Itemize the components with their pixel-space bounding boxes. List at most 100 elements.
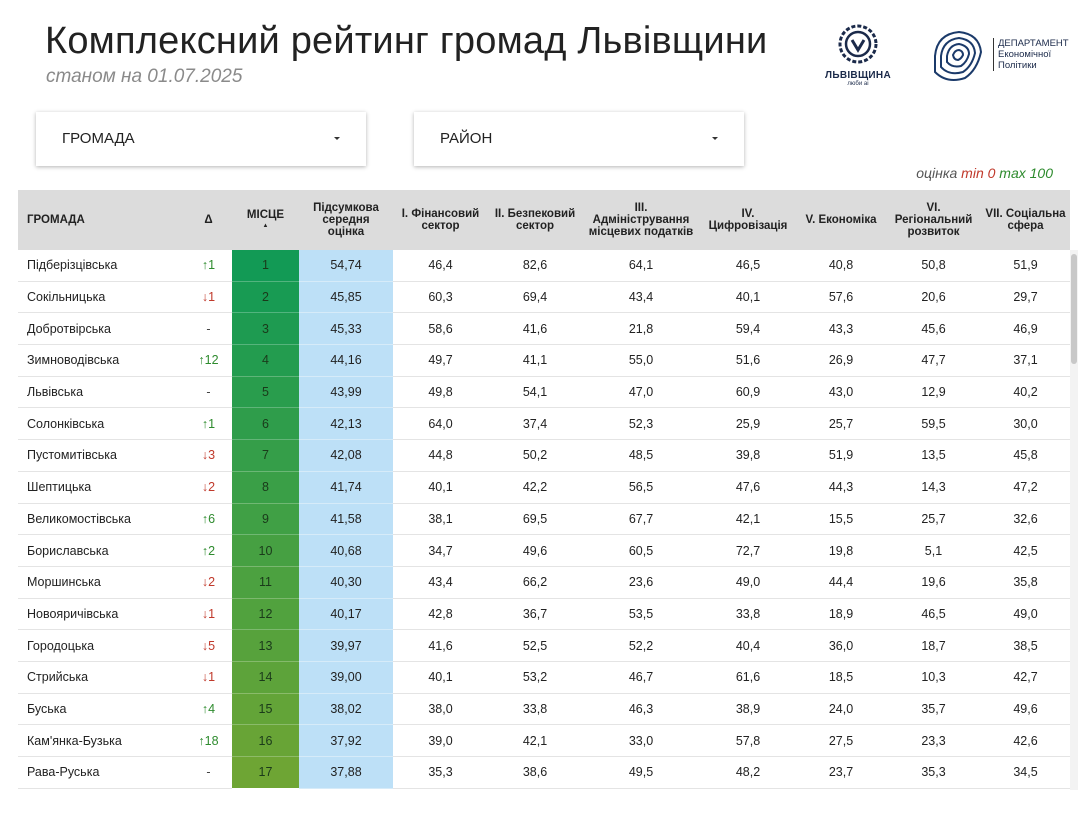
section-score: 40,1 bbox=[393, 661, 488, 694]
place: 9 bbox=[232, 503, 299, 536]
section-score: 29,7 bbox=[981, 281, 1070, 314]
logo-emblem bbox=[838, 24, 878, 64]
section-score: 5,1 bbox=[886, 534, 981, 567]
section-score: 40,1 bbox=[393, 471, 488, 504]
column-header[interactable]: IV. Цифровізація bbox=[700, 190, 796, 250]
place: 2 bbox=[232, 281, 299, 314]
section-score: 42,6 bbox=[981, 724, 1070, 757]
community-name: Рава-Руська bbox=[18, 756, 185, 789]
column-header[interactable]: VI. Регіональний розвиток bbox=[886, 190, 981, 250]
filter-dropdown[interactable]: ГРОМАДА bbox=[36, 112, 366, 166]
table-row[interactable]: Стрийська ↓1 14 39,00 40,1 53,2 46,7 61,6 18,5 10… bbox=[18, 661, 1070, 694]
table-row[interactable]: Шептицька ↓2 8 41,74 40,1 42,2 56,5 47,6 44,3 14,… bbox=[18, 471, 1070, 504]
table-row[interactable]: Рава-Руська -17 37,88 35,3 38,6 49,5 48,2 23,7 3… bbox=[18, 756, 1070, 789]
filter-dropdown[interactable]: РАЙОН bbox=[414, 112, 744, 166]
rank-change: ↑2 bbox=[185, 534, 232, 567]
rank-change: - bbox=[185, 756, 232, 789]
section-score: 47,6 bbox=[700, 471, 796, 504]
department-text: ДЕПАРТАМЕНТ Економічної Політики bbox=[993, 38, 1069, 71]
section-score: 42,7 bbox=[981, 661, 1070, 694]
table-row[interactable]: Городоцька ↓5 13 39,97 41,6 52,5 52,2 40,4 36,0 1… bbox=[18, 629, 1070, 662]
table-row[interactable]: Великомостівська ↑6 9 41,58 38,1 69,5 67,7 42,1… bbox=[18, 503, 1070, 536]
page-title: Комплексний рейтинг громад Львівщини bbox=[45, 20, 768, 62]
community-name: Львівська bbox=[18, 376, 185, 409]
place: 5 bbox=[232, 376, 299, 409]
section-score: 25,9 bbox=[700, 407, 796, 441]
column-header[interactable]: VII. Соціальна сфера bbox=[981, 190, 1070, 250]
table-row[interactable]: Пустомитівська ↓3 7 42,08 44,8 50,2 48,5 39,8 51… bbox=[18, 439, 1070, 472]
section-score: 61,6 bbox=[700, 661, 796, 694]
section-score: 60,3 bbox=[393, 281, 488, 314]
rating-table: ГРОМАДА Δ МІСЦЕ Підсумкова середня оцінка I.… bbox=[18, 190, 1070, 789]
section-score: 59,5 bbox=[886, 407, 981, 441]
section-score: 47,7 bbox=[886, 344, 981, 377]
place: 15 bbox=[232, 693, 299, 726]
rank-change: ↓1 bbox=[185, 661, 232, 694]
column-header-text: Підсумкова середня оцінка bbox=[313, 202, 379, 238]
table-row[interactable]: Бориславська ↑2 10 40,68 34,7 49,6 60,5 72,7 19,… bbox=[18, 534, 1070, 567]
column-header[interactable]: МІСЦЕ bbox=[232, 190, 299, 250]
table-row[interactable]: Моршинська ↓2 11 40,30 43,4 66,2 23,6 49,0 44,4 1… bbox=[18, 566, 1070, 599]
column-header[interactable]: Підсумкова середня оцінка bbox=[299, 190, 393, 250]
section-score: 47,0 bbox=[582, 376, 700, 409]
section-score: 66,2 bbox=[488, 566, 582, 599]
column-header[interactable]: V. Економіка bbox=[796, 190, 886, 250]
section-score: 53,5 bbox=[582, 598, 700, 631]
column-header-text: III. Адміністрування місцевих податків bbox=[588, 202, 694, 238]
community-name: Буська bbox=[18, 693, 185, 726]
community-name: Підберізцівська bbox=[18, 250, 185, 282]
table-row[interactable]: Підберізцівська ↑1 1 54,74 46,4 82,6 64,1 46,5 4… bbox=[18, 250, 1070, 282]
table-row[interactable]: Сокільницька ↓1 2 45,85 60,3 69,4 43,4 40,1 57,6… bbox=[18, 281, 1070, 314]
section-score: 32,6 bbox=[981, 503, 1070, 536]
section-score: 51,9 bbox=[981, 250, 1070, 282]
place: 17 bbox=[232, 756, 299, 789]
column-header[interactable]: Δ bbox=[185, 190, 232, 250]
section-score: 37,4 bbox=[488, 407, 582, 441]
table-row[interactable]: Новояричівська ↓1 12 40,17 42,8 36,7 53,5 33,8 1… bbox=[18, 598, 1070, 631]
section-score: 18,5 bbox=[796, 661, 886, 694]
section-score: 69,4 bbox=[488, 281, 582, 314]
table-row[interactable]: Кам'янка-Бузька ↑18 16 37,92 39,0 42,1 33,0 57,… bbox=[18, 724, 1070, 757]
column-header[interactable]: II. Безпековий сектор bbox=[488, 190, 582, 250]
department-line: Економічної bbox=[998, 49, 1052, 60]
logo-map bbox=[934, 30, 983, 81]
table-row[interactable]: Львівська -5 43,99 49,8 54,1 47,0 60,9 43,0 12,9… bbox=[18, 376, 1070, 409]
rank-change: ↑6 bbox=[185, 503, 232, 536]
scrollbar[interactable] bbox=[1070, 250, 1078, 790]
section-score: 49,8 bbox=[393, 376, 488, 409]
section-score: 36,0 bbox=[796, 629, 886, 662]
section-score: 54,1 bbox=[488, 376, 582, 409]
rank-change: ↑12 bbox=[185, 344, 232, 377]
logo-lvivshchyna: ЛЬВІВЩИНА люби ai bbox=[822, 24, 894, 87]
scroll-thumb[interactable] bbox=[1071, 254, 1077, 364]
section-score: 33,8 bbox=[700, 598, 796, 631]
table-row[interactable]: Буська ↑4 15 38,02 38,0 33,8 46,3 38,9 24,0 35,7 4… bbox=[18, 693, 1070, 726]
column-header[interactable]: III. Адміністрування місцевих податків bbox=[582, 190, 700, 250]
section-score: 18,9 bbox=[796, 598, 886, 631]
table-row[interactable]: Солонківська ↑1 6 42,13 64,0 37,4 52,3 25,9 25,7… bbox=[18, 407, 1070, 441]
column-header[interactable]: ГРОМАДА bbox=[18, 190, 185, 250]
header-row: ГРОМАДА Δ МІСЦЕ Підсумкова середня оцінка I.… bbox=[18, 190, 1070, 250]
total-score: 37,92 bbox=[299, 724, 393, 757]
section-score: 82,6 bbox=[488, 250, 582, 282]
legend-label: оцінка bbox=[916, 165, 958, 181]
section-score: 52,2 bbox=[582, 629, 700, 662]
community-name: Великомостівська bbox=[18, 503, 185, 536]
section-score: 56,5 bbox=[582, 471, 700, 504]
community-name: Шептицька bbox=[18, 471, 185, 504]
section-score: 57,6 bbox=[796, 281, 886, 314]
section-score: 47,2 bbox=[981, 471, 1070, 504]
section-score: 69,5 bbox=[488, 503, 582, 536]
community-name: Пустомитівська bbox=[18, 439, 185, 472]
community-name: Сокільницька bbox=[18, 281, 185, 314]
section-score: 59,4 bbox=[700, 312, 796, 346]
section-score: 72,7 bbox=[700, 534, 796, 567]
section-score: 46,7 bbox=[582, 661, 700, 694]
section-score: 19,6 bbox=[886, 566, 981, 599]
section-score: 48,5 bbox=[582, 439, 700, 472]
section-score: 38,6 bbox=[488, 756, 582, 789]
table-row[interactable]: Добротвірська -3 45,33 58,6 41,6 21,8 59,4 43,3… bbox=[18, 312, 1070, 346]
table-row[interactable]: Зимноводівська ↑12 4 44,16 49,7 41,1 55,0 51,6 2… bbox=[18, 344, 1070, 377]
column-header[interactable]: I. Фінансовий сектор bbox=[393, 190, 488, 250]
section-score: 39,8 bbox=[700, 439, 796, 472]
